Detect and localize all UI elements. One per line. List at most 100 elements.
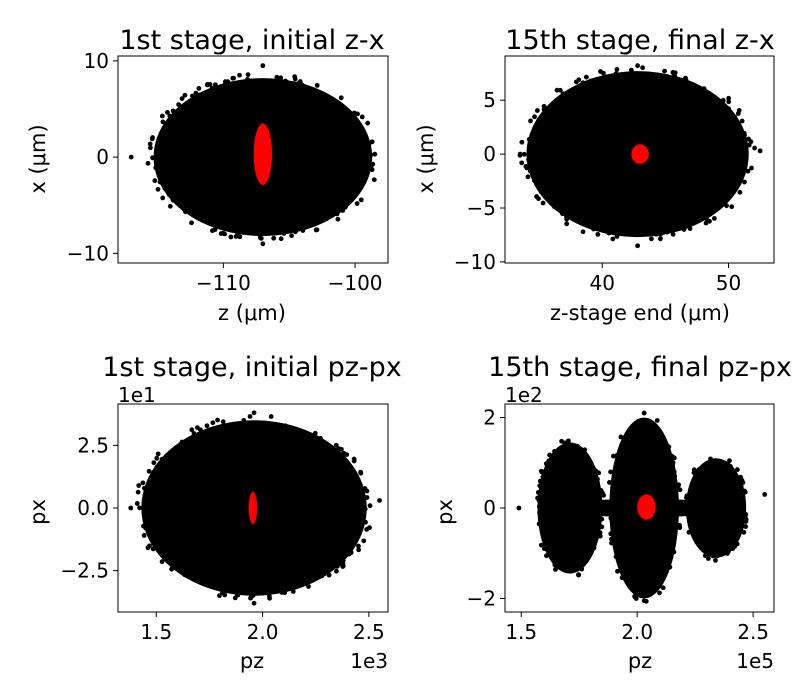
panel-1st-stage-initial-z-x: 1st stage, initial z-x z (μm) x (μm) −11… [26,25,389,325]
scatter-point [241,417,247,423]
scatter-point [648,420,654,426]
scatter-point [653,231,659,237]
scatter-point [144,514,150,520]
scatter-point [335,216,341,222]
scatter-point [160,195,166,201]
scatter-point [722,460,728,466]
scatter-point [664,229,670,235]
scatter-point [538,126,544,132]
scatter-point [289,233,295,239]
scatter-point [165,127,171,133]
scatter-point [703,220,709,226]
y-offset-label: 1e1 [118,383,156,407]
scatter-point [344,197,350,202]
scatter-point [333,568,339,574]
scatter-point [741,130,747,136]
y-tick-label: 0.0 [77,496,109,520]
scatter-point [519,160,525,166]
y-tick-label: −2 [467,586,496,610]
x-offset-label: 1e5 [736,649,774,673]
scatter-point [521,151,527,157]
scatter-point [635,243,641,249]
scatter-point [538,542,544,548]
scatter-point [541,546,547,552]
scatter-point [648,236,654,242]
y-tick-label: 0 [483,496,496,520]
scatter-point [267,595,272,601]
scatter-points [128,410,382,606]
scatter-point [292,82,297,88]
scatter-point [218,87,223,93]
scatter-point [174,444,180,450]
scatter-point [365,158,371,164]
x-axis-label: pz [628,649,652,673]
scatter-point [211,431,216,436]
scatter-point [710,553,716,559]
scatter-point [695,214,701,220]
scatter-point [167,450,173,455]
scatter-point [726,116,732,122]
scatter-point [683,495,689,501]
scatter-point [576,565,582,571]
scatter-point [190,93,195,99]
scatter-point [234,591,240,597]
scatter-point [582,447,588,453]
scatter-point [610,228,616,234]
x-tick-label: 1.5 [505,620,537,644]
scatter-point [732,182,738,187]
scatter-point [585,220,591,225]
scatter-point [361,538,367,544]
scatter-point [662,572,668,578]
scatter-point [702,553,708,559]
scatter-point [193,434,199,440]
scatter-point [724,203,729,209]
scatter-point [534,194,540,199]
scatter-point [611,478,617,484]
scatter-point [598,69,603,74]
scatter-point [182,92,188,98]
scatter-point [726,99,732,105]
scatter-point [724,551,730,556]
scatter-point [552,454,558,459]
scatter-point [258,235,264,241]
scatter-point [719,200,725,206]
scatter-point [232,595,238,601]
scatter-point [334,205,340,211]
scatter-point [540,200,546,206]
x-tick-label: 2.0 [621,620,653,644]
scatter-point [540,479,546,484]
scatter-point [737,189,743,195]
scatter-point [195,215,200,221]
scatter-point [355,513,361,519]
scatter-point [683,77,689,82]
scatter-point [644,72,650,77]
scatter-point [726,95,732,101]
scatter-point [672,74,678,80]
scatter-point [362,506,368,512]
scatter-point [363,175,369,180]
scatter-point [251,410,257,416]
scatter-point [225,222,230,228]
scatter-point [141,533,147,538]
scatter-point [668,554,674,560]
scatter-point [148,487,154,493]
scatter-point [536,504,542,509]
scatter-point [613,71,619,77]
scatter-point [369,167,375,173]
scatter-point [729,204,735,210]
scatter-point [354,120,360,125]
scatter-point [191,431,197,436]
scatter-point [210,420,216,426]
scatter-point [140,480,146,486]
scatter-point [641,598,647,604]
scatter-point [294,580,300,585]
x-axis-label: z-stage end (μm) [550,301,730,325]
scatter-point [146,527,152,533]
scatter-point [729,185,735,190]
scatter-point [632,594,637,599]
scatter-point [670,468,675,474]
scatter-point [565,567,571,573]
scatter-point [552,449,557,454]
scatter-point [135,489,141,495]
scatter-point [159,559,165,565]
